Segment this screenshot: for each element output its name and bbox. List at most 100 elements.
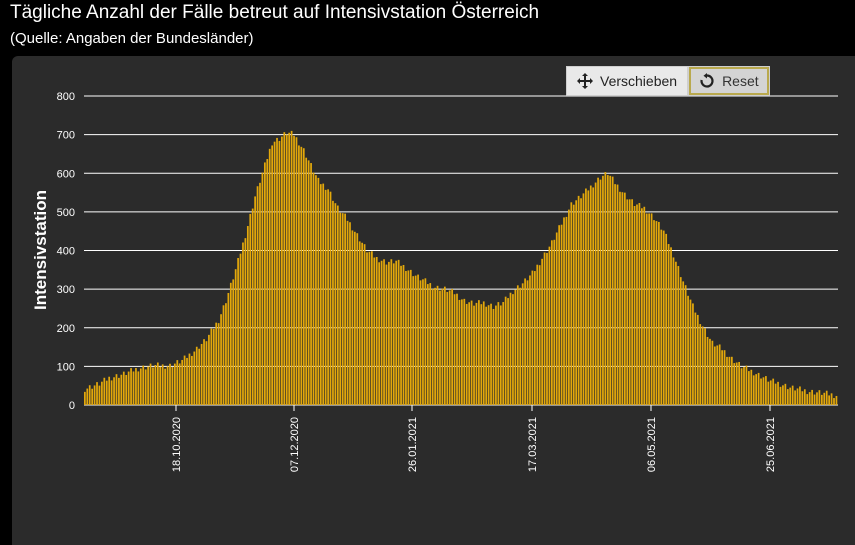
bar xyxy=(589,185,592,405)
bar xyxy=(266,159,269,405)
bar xyxy=(811,389,813,405)
bar xyxy=(621,192,624,405)
bar xyxy=(390,259,393,405)
bar xyxy=(682,281,685,405)
bar xyxy=(356,233,359,405)
bar xyxy=(492,308,495,405)
reset-button-label: Reset xyxy=(722,73,759,89)
bar xyxy=(565,216,568,405)
bar xyxy=(536,264,539,405)
bar xyxy=(667,244,670,405)
bar xyxy=(458,299,461,405)
bar xyxy=(830,393,833,405)
bar xyxy=(626,199,629,405)
bar xyxy=(808,392,811,405)
bar xyxy=(658,221,660,405)
bar xyxy=(183,355,186,405)
bar xyxy=(113,377,115,405)
bar xyxy=(709,338,711,405)
pan-button[interactable]: Verschieben xyxy=(566,66,689,96)
bar xyxy=(713,346,716,405)
y-tick-label: 400 xyxy=(57,246,75,258)
bar xyxy=(580,198,582,405)
bar xyxy=(86,388,89,405)
bar xyxy=(191,355,193,405)
bar xyxy=(665,233,668,405)
bar xyxy=(786,389,789,405)
bar xyxy=(531,270,534,405)
bar xyxy=(186,357,188,405)
bar xyxy=(636,204,638,405)
pan-button-label: Verschieben xyxy=(600,73,678,89)
bar xyxy=(699,324,702,405)
bar xyxy=(487,305,490,405)
bar xyxy=(156,362,159,405)
bar xyxy=(782,385,784,405)
bar xyxy=(407,270,410,405)
bar xyxy=(478,300,480,405)
bar xyxy=(361,242,364,405)
bar xyxy=(278,140,281,405)
bar xyxy=(726,356,728,405)
bar xyxy=(322,183,325,405)
bar xyxy=(166,366,169,405)
bar xyxy=(195,346,198,405)
bar xyxy=(334,203,337,405)
bar xyxy=(716,345,719,405)
bar xyxy=(341,213,344,405)
bar xyxy=(816,392,818,405)
bar xyxy=(733,363,736,405)
bar xyxy=(482,301,485,405)
bar xyxy=(244,238,247,405)
bar xyxy=(524,278,526,405)
move-icon xyxy=(577,73,593,89)
bar xyxy=(512,294,514,405)
bar xyxy=(689,299,692,405)
bar xyxy=(210,328,213,405)
bar xyxy=(188,353,191,405)
bar xyxy=(161,364,164,405)
bar xyxy=(375,256,378,405)
bar-series xyxy=(84,130,838,406)
bar xyxy=(672,257,675,405)
bar xyxy=(346,220,349,405)
bar xyxy=(446,291,449,405)
bar xyxy=(706,336,709,405)
bar xyxy=(434,287,436,405)
bar xyxy=(256,186,259,405)
y-tick-label: 600 xyxy=(57,168,75,180)
bar xyxy=(757,372,760,405)
bar xyxy=(592,187,595,405)
bar xyxy=(405,270,407,405)
bar xyxy=(208,334,210,405)
x-tick-label: 25.06.2021 xyxy=(765,417,777,472)
bar xyxy=(237,258,239,405)
bar xyxy=(743,366,745,405)
bar xyxy=(585,188,587,405)
y-tick-label: 800 xyxy=(57,91,75,103)
bar xyxy=(614,184,616,405)
bar xyxy=(470,300,473,405)
bar xyxy=(577,195,580,405)
bar xyxy=(619,191,621,405)
bar xyxy=(101,381,103,405)
bar xyxy=(383,259,385,405)
bar xyxy=(414,275,417,405)
bar xyxy=(220,314,222,405)
x-tick-label: 18.10.2020 xyxy=(171,417,183,472)
bar xyxy=(801,391,804,405)
bar xyxy=(748,371,750,405)
bar xyxy=(550,240,553,405)
bar xyxy=(149,363,152,405)
bar xyxy=(217,323,220,405)
bar xyxy=(509,292,512,405)
bar xyxy=(388,261,390,405)
bar xyxy=(582,193,585,405)
bar xyxy=(84,391,86,405)
bar xyxy=(767,381,770,405)
bar xyxy=(560,224,563,405)
bar xyxy=(429,283,432,405)
bar xyxy=(570,202,573,405)
reset-button[interactable]: Reset xyxy=(688,66,770,96)
bar xyxy=(611,176,614,405)
